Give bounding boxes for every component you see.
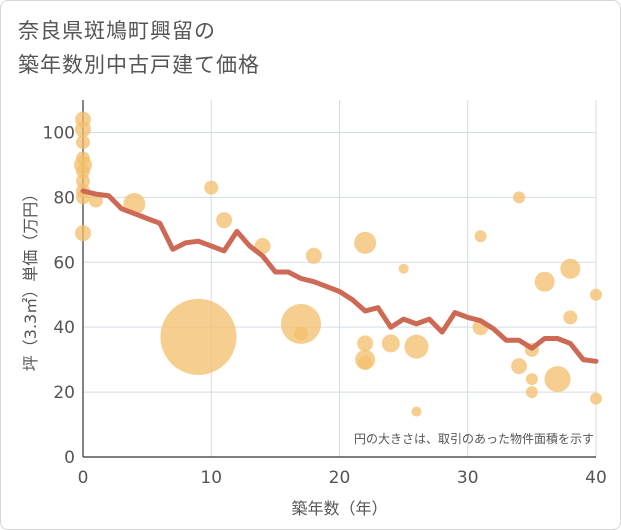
size-note: 円の大きさは、取引のあった物件面積を示す	[354, 431, 594, 446]
bubble	[160, 298, 237, 375]
y-tick-label: 20	[53, 383, 75, 403]
bubble	[75, 121, 91, 138]
bubble	[590, 392, 602, 405]
x-tick-label: 0	[78, 468, 89, 488]
bubble	[534, 271, 555, 292]
x-tick-label: 30	[457, 468, 479, 488]
chart-title-line1: 奈良県斑鳩町興留の	[18, 19, 216, 43]
bubble	[75, 225, 91, 242]
bubble-layer	[74, 111, 602, 417]
y-tick-label: 60	[53, 253, 75, 273]
bubble	[474, 230, 487, 243]
bubble	[590, 288, 602, 301]
y-tick-label: 80	[53, 188, 75, 208]
bubble	[354, 231, 377, 254]
bubble	[525, 373, 538, 386]
bubble	[563, 310, 578, 325]
x-tick-label: 40	[585, 468, 607, 488]
y-tick-label: 100	[43, 123, 75, 143]
bubble	[204, 180, 219, 195]
bubble	[357, 335, 374, 352]
y-tick-label: 40	[53, 318, 75, 338]
bubble	[404, 334, 429, 359]
bubble	[305, 247, 322, 264]
bubble	[216, 212, 233, 229]
x-tick-label: 10	[200, 468, 222, 488]
bubble	[560, 258, 581, 279]
bubble	[513, 191, 526, 204]
x-axis-label: 築年数（年）	[291, 499, 387, 518]
bubble	[88, 193, 103, 208]
bubble	[281, 303, 322, 344]
chart-title: 奈良県斑鳩町興留の 築年数別中古戸建て価格	[18, 14, 260, 82]
bubble	[381, 334, 400, 353]
bubble	[411, 406, 422, 417]
y-tick-label: 0	[64, 448, 75, 468]
bubble	[358, 355, 373, 370]
trend-line	[80, 188, 599, 364]
bubble	[76, 164, 90, 179]
bubble	[511, 358, 528, 375]
x-tick-label: 20	[329, 468, 351, 488]
bubble	[544, 366, 571, 393]
bubble	[294, 326, 309, 341]
chart-title-line2: 築年数別中古戸建て価格	[18, 53, 260, 77]
bubble	[398, 263, 409, 274]
bubble	[76, 135, 90, 150]
bubble	[76, 174, 90, 189]
y-axis-label: 坪（3.3㎡）単価（万円）	[21, 186, 40, 371]
tick-labels: 0 20 40 60 80 100 0 10 20 30 40	[43, 123, 607, 488]
grid-lines	[82, 100, 597, 458]
bubble	[525, 386, 538, 399]
